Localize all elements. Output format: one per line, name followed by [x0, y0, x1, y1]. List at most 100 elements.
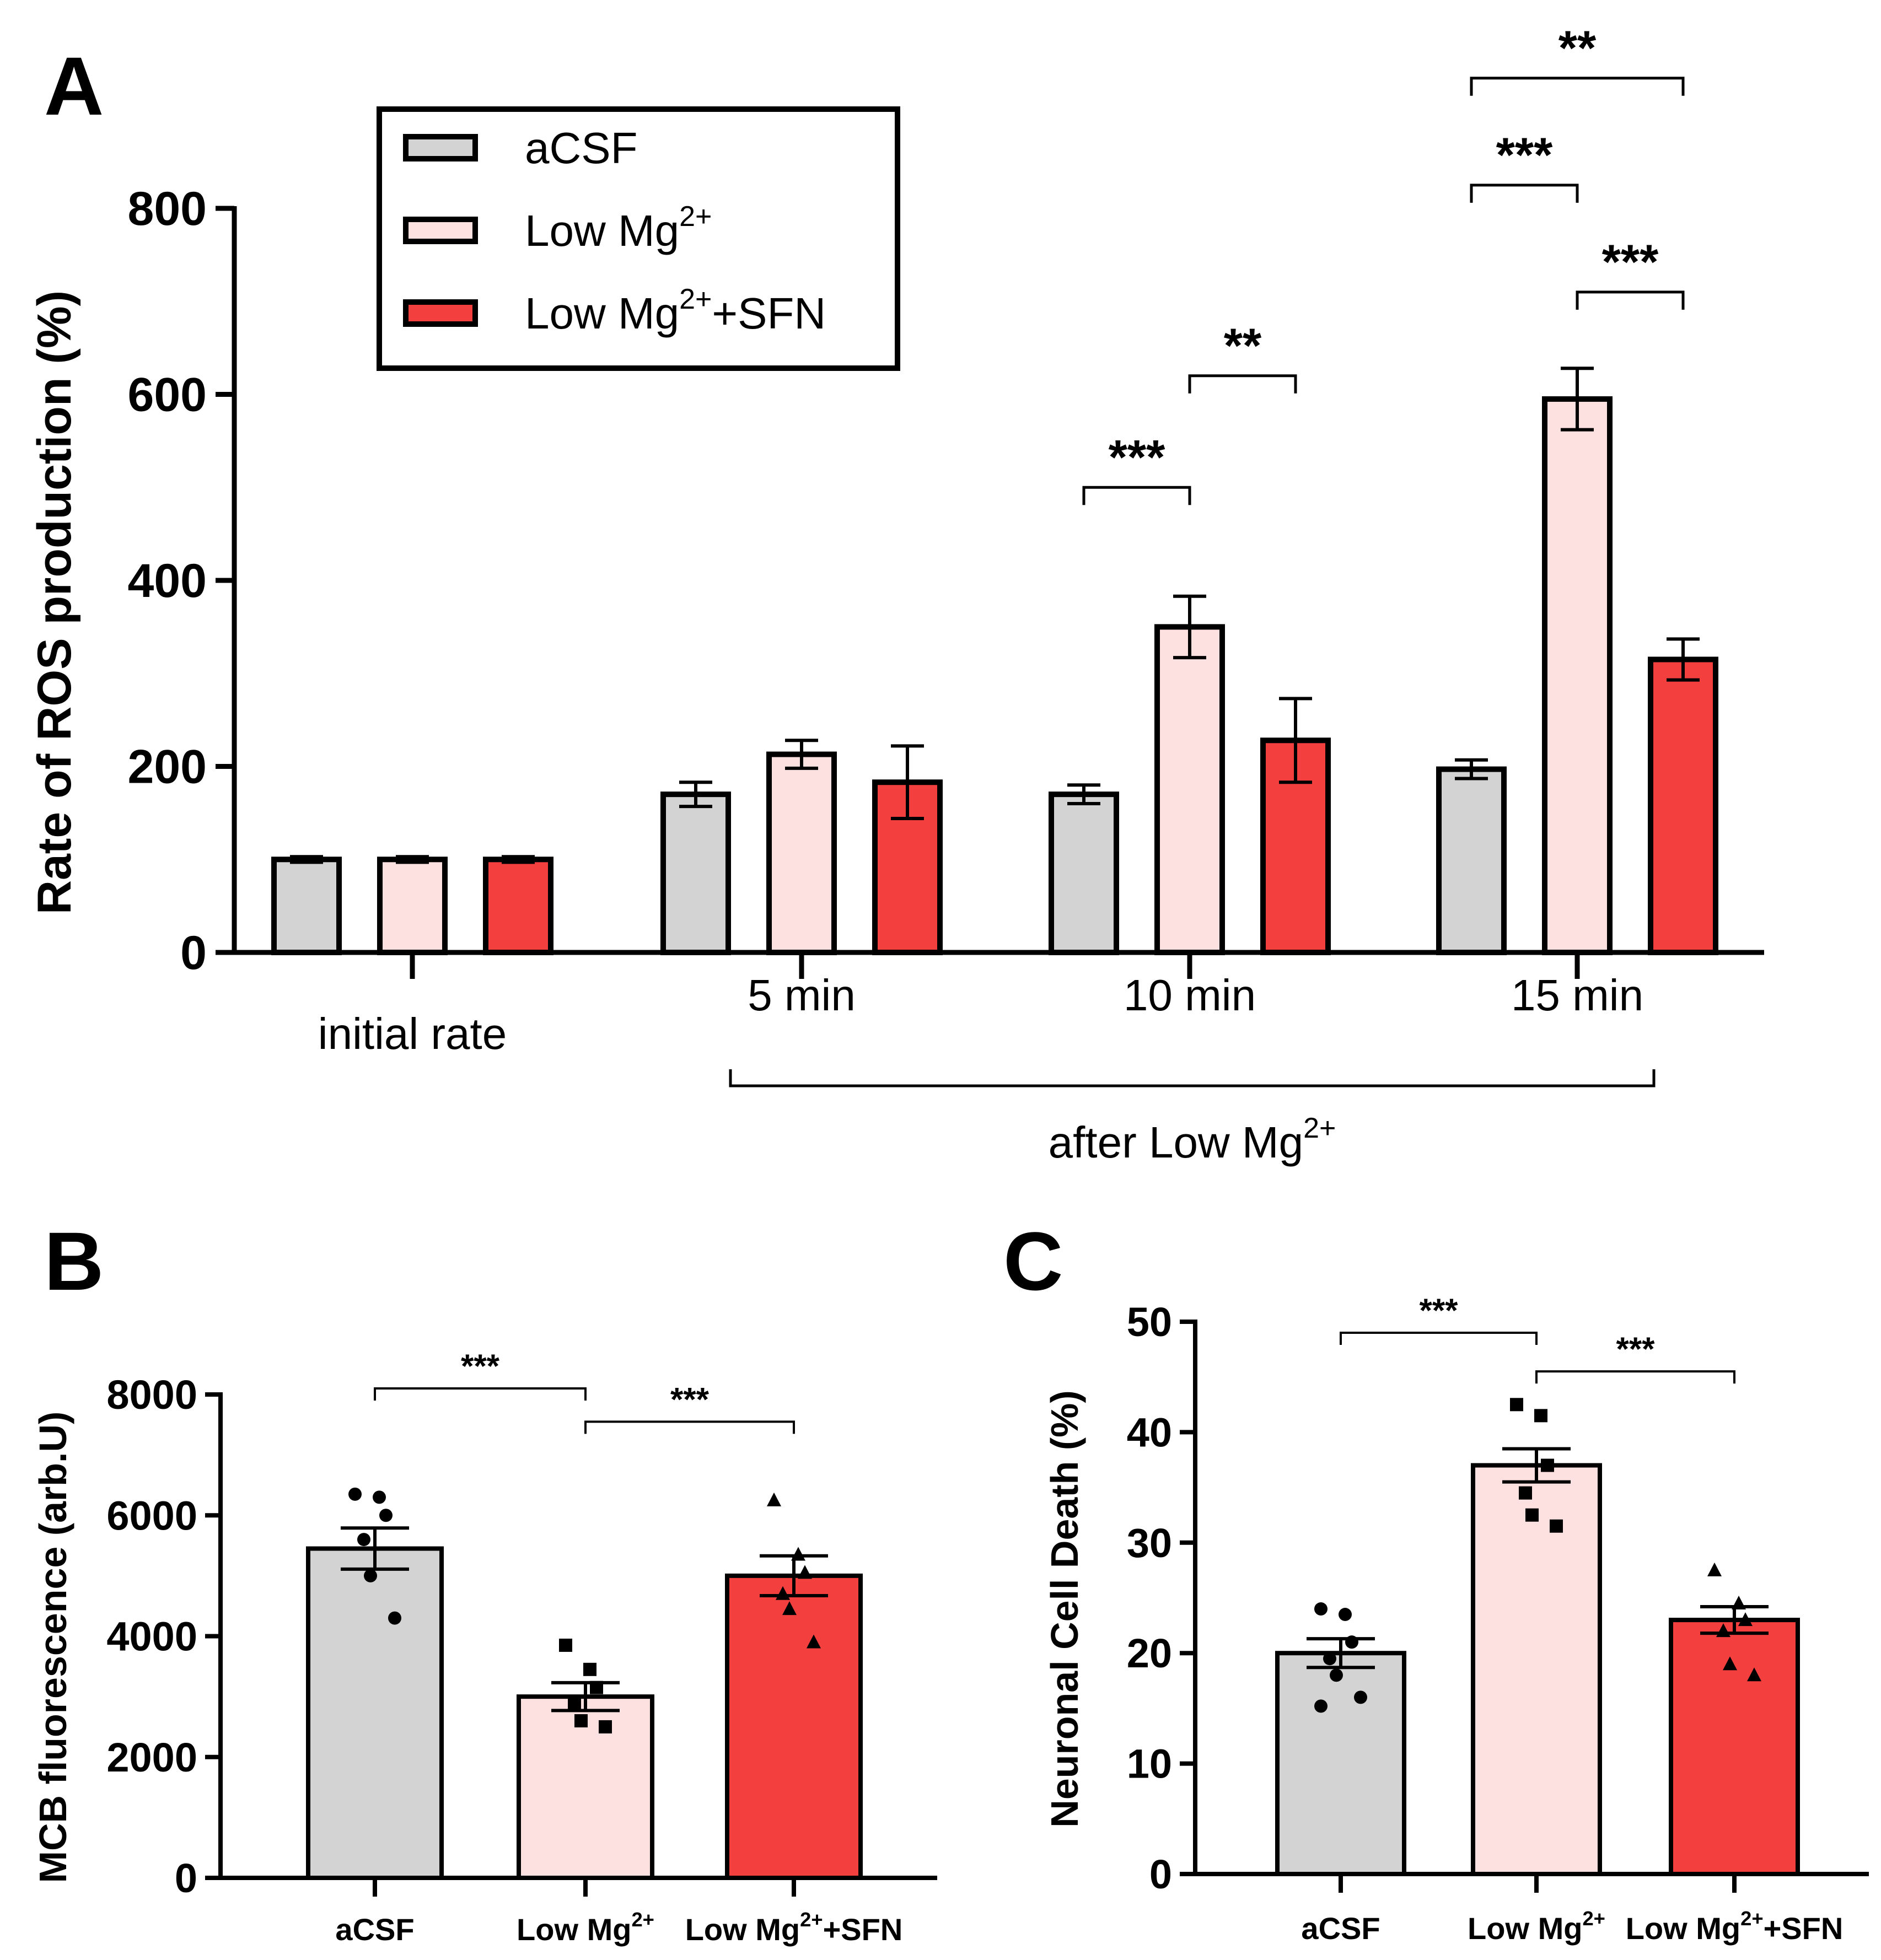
data-point [379, 1509, 393, 1522]
bar [725, 1573, 863, 1880]
significance-stars: *** [1602, 234, 1659, 289]
significance-bracket [1576, 290, 1685, 310]
significance-bracket [1082, 486, 1191, 505]
y-tick-label: 2000 [106, 1735, 197, 1780]
y-tick-label: 600 [128, 369, 207, 422]
x-category-label: Low Mg2++SFN [685, 1908, 903, 1947]
legend-swatch [403, 299, 478, 327]
bar [1436, 766, 1507, 955]
bar [1049, 791, 1119, 955]
data-point [1314, 1699, 1328, 1713]
y-tick-label: 6000 [106, 1493, 197, 1538]
significance-bracket [1470, 184, 1579, 203]
bar [1154, 624, 1225, 955]
legend-label: Low Mg2++SFN [525, 283, 826, 338]
time-bracket [729, 1069, 1656, 1087]
significance-bracket [1340, 1332, 1538, 1345]
panel-b-chart: 0 2000 4000 6000 8000 MCB fluorescence (arb.U… [31, 1348, 937, 1947]
bar [377, 857, 448, 955]
data-point [1314, 1602, 1328, 1616]
data-point [1519, 1486, 1532, 1500]
y-tick-label: 10 [1127, 1741, 1172, 1787]
x-category-label: aCSF [1301, 1911, 1380, 1946]
significance-bracket [1535, 1370, 1735, 1384]
x-category-label: Low Mg2+ [517, 1908, 654, 1947]
x-category-label: initial rate [318, 1009, 507, 1058]
data-point [583, 1662, 596, 1676]
bar [1648, 656, 1718, 955]
y-tick-label: 50 [1127, 1299, 1172, 1345]
panel-label-a: A [44, 40, 104, 132]
significance-bracket [1188, 374, 1297, 394]
data-point [1550, 1519, 1563, 1533]
x-category-label: 10 min [1124, 971, 1256, 1020]
x-category-label: aCSF [335, 1912, 414, 1947]
data-point [782, 1601, 797, 1616]
panel-label-c: C [1003, 1215, 1063, 1307]
bar [306, 1546, 444, 1880]
data-point [1330, 1668, 1343, 1682]
y-tick-label: 0 [180, 927, 207, 979]
legend-swatch [403, 217, 478, 244]
data-point [568, 1696, 581, 1710]
data-point [388, 1611, 401, 1625]
data-point [1738, 1612, 1753, 1627]
bracket-label: after Low Mg2+ [1049, 1112, 1336, 1167]
significance-stars: ** [1224, 318, 1262, 373]
x-category-label: 5 min [748, 971, 856, 1020]
y-tick-label: 0 [1149, 1851, 1172, 1897]
x-category-label: Low Mg2+ [1468, 1907, 1605, 1946]
y-tick-label: 200 [128, 741, 207, 794]
significance-bracket [584, 1420, 795, 1434]
bar [766, 751, 837, 955]
significance-bracket [374, 1387, 587, 1401]
panel-c-chart: 0 10 20 30 40 50 Neuronal Cell Death (%) aCSF Lo… [1043, 1292, 1869, 1946]
data-point [1510, 1398, 1523, 1412]
panel-a-legend: aCSF Low Mg2+ Low Mg2++SFN [377, 106, 900, 371]
data-point [1541, 1458, 1554, 1472]
significance-stars: *** [1496, 127, 1553, 182]
data-point [1723, 1656, 1737, 1671]
y-tick-label: 8000 [106, 1372, 197, 1418]
data-point [599, 1720, 612, 1733]
data-point [357, 1533, 370, 1547]
y-tick-label: 20 [1127, 1630, 1172, 1676]
legend-label: Low Mg2+ [525, 201, 712, 255]
data-point [1747, 1667, 1761, 1682]
data-point [1354, 1690, 1367, 1704]
data-point [767, 1492, 781, 1506]
y-tick-label: 800 [128, 182, 207, 235]
data-point [1339, 1608, 1352, 1622]
y-tick-label: 0 [175, 1855, 197, 1901]
significance-stars: *** [670, 1381, 710, 1418]
y-tick-label: 30 [1127, 1520, 1172, 1566]
bar [1669, 1618, 1800, 1877]
bar [1471, 1463, 1602, 1876]
x-category-label: Low Mg2++SFN [1626, 1907, 1844, 1946]
data-point [373, 1490, 386, 1504]
significance-stars: *** [1419, 1292, 1458, 1329]
y-axis-label: Neuronal Cell Death (%) [1043, 1390, 1086, 1827]
bar [271, 857, 342, 955]
significance-stars: *** [461, 1348, 500, 1385]
data-point [1534, 1409, 1547, 1423]
significance-stars: ** [1558, 20, 1597, 75]
x-category-label: 15 min [1511, 971, 1643, 1020]
bar [483, 857, 553, 955]
data-point [1525, 1508, 1539, 1522]
data-point [1323, 1652, 1336, 1666]
bar [660, 791, 731, 955]
data-point [807, 1634, 821, 1649]
data-point [798, 1565, 812, 1579]
data-point [364, 1569, 377, 1582]
bar [1275, 1651, 1406, 1876]
data-point [574, 1714, 588, 1727]
significance-stars: *** [1616, 1331, 1655, 1367]
significance-stars: *** [1109, 429, 1165, 484]
y-tick-label: 40 [1127, 1409, 1172, 1455]
y-tick-label: 400 [128, 554, 207, 607]
data-point [1707, 1562, 1722, 1576]
y-axis-label: MCB fluorescence (arb.U) [31, 1412, 74, 1883]
bar [1542, 396, 1613, 955]
